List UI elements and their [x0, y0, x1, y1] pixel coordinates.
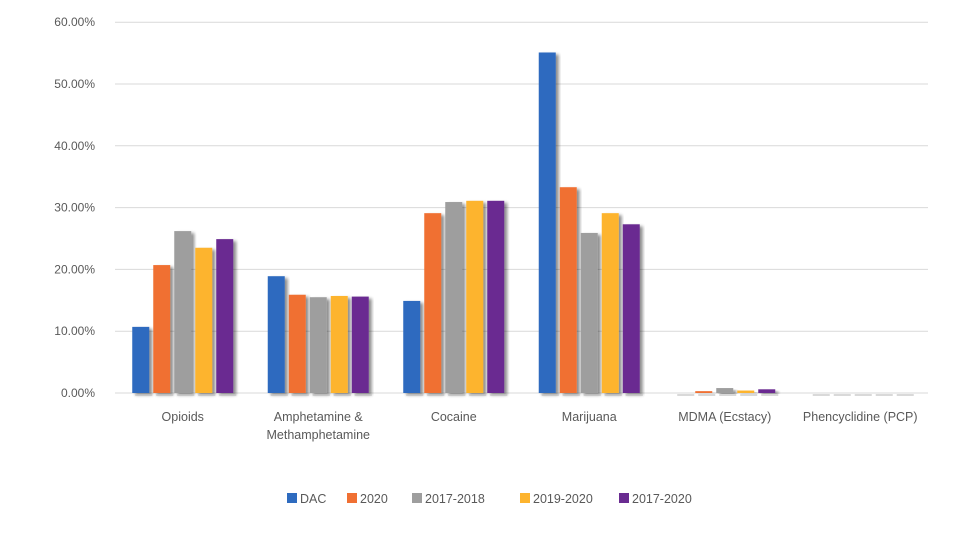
legend-item: 2019-2020 — [520, 492, 593, 506]
bar-baseline-shadow — [719, 394, 737, 396]
bars — [132, 52, 914, 396]
legend-item: 2017-2018 — [412, 492, 485, 506]
bar-baseline-shadow — [135, 394, 153, 396]
x-category-label: Opioids — [162, 410, 204, 424]
y-tick-label: 0.00% — [61, 386, 95, 400]
bar-baseline-shadow — [604, 394, 622, 396]
y-tick-label: 30.00% — [54, 201, 95, 215]
legend-item: 2020 — [347, 492, 388, 506]
bar-baseline-shadow — [875, 394, 893, 396]
bar-baseline-shadow — [761, 394, 779, 396]
legend-label: 2020 — [360, 492, 388, 506]
bar-2017-2018-1 — [309, 297, 327, 393]
legend-swatch — [347, 493, 357, 503]
bar-2020-2 — [424, 213, 442, 393]
bar-dac-3 — [538, 52, 556, 394]
bar-2019-2020-3 — [601, 213, 619, 393]
legend-swatch — [412, 493, 422, 503]
bar-2017-2018-0 — [174, 231, 192, 393]
bar-2017-2020-0 — [216, 239, 234, 393]
legend-label: 2017-2020 — [632, 492, 692, 506]
bar-2017-2020-4 — [758, 389, 776, 393]
bar-baseline-shadow — [198, 394, 216, 396]
bar-baseline-shadow — [333, 394, 351, 396]
bar-baseline-shadow — [833, 394, 851, 396]
bar-2020-0 — [153, 265, 171, 393]
x-category-label: Methamphetamine — [266, 428, 370, 442]
x-category-label: Amphetamine & — [274, 410, 364, 424]
bar-baseline-shadow — [677, 394, 695, 396]
legend-label: 2017-2018 — [425, 492, 485, 506]
bar-2019-2020-2 — [466, 200, 484, 393]
bar-2017-2018-3 — [580, 232, 598, 393]
legend-swatch — [287, 493, 297, 503]
bar-baseline-shadow — [698, 394, 716, 396]
bar-baseline-shadow — [270, 394, 288, 396]
x-category-label: Cocaine — [431, 410, 477, 424]
x-axis-categories: Opioids Amphetamine & Methamphetamine Cocai… — [162, 410, 918, 442]
bar-baseline-shadow — [854, 394, 872, 396]
legend-item: DAC — [287, 492, 326, 506]
y-tick-label: 50.00% — [54, 77, 95, 91]
bar-baseline-shadow — [354, 394, 372, 396]
bar-2020-3 — [559, 187, 577, 393]
legend-swatch — [520, 493, 530, 503]
bar-dac-0 — [132, 326, 150, 393]
bar-baseline-shadow — [490, 394, 508, 396]
legend-label: 2019-2020 — [533, 492, 593, 506]
bar-baseline-shadow — [469, 394, 487, 396]
y-tick-label: 60.00% — [54, 15, 95, 29]
bar-baseline-shadow — [312, 394, 330, 396]
bar-2017-2018-4 — [716, 388, 734, 393]
legend-swatch — [619, 493, 629, 503]
legend: DAC 2020 2017-2018 2019-2020 2017-2020 — [287, 492, 692, 506]
bar-2019-2020-1 — [330, 295, 348, 393]
bar-baseline-shadow — [562, 394, 580, 396]
gridlines — [115, 21, 928, 394]
bar-baseline-shadow — [219, 394, 237, 396]
x-category-label: Marijuana — [562, 410, 617, 424]
bar-baseline-shadow — [448, 394, 466, 396]
bar-2019-2020-0 — [195, 247, 213, 393]
bar-2017-2018-2 — [445, 202, 463, 393]
bar-2017-2020-3 — [622, 224, 640, 393]
bar-baseline-shadow — [625, 394, 643, 396]
x-category-label: MDMA (Ecstacy) — [678, 410, 771, 424]
bar-2017-2020-2 — [487, 200, 505, 393]
y-tick-label: 10.00% — [54, 324, 95, 338]
y-tick-label: 20.00% — [54, 262, 95, 276]
bar-baseline-shadow — [812, 394, 830, 396]
bar-baseline-shadow — [291, 394, 309, 396]
bar-baseline-shadow — [541, 394, 559, 396]
bar-baseline-shadow — [406, 394, 424, 396]
bar-baseline-shadow — [896, 394, 914, 396]
legend-item: 2017-2020 — [619, 492, 692, 506]
bar-baseline-shadow — [427, 394, 445, 396]
bar-2019-2020-4 — [737, 390, 755, 393]
bar-2020-1 — [288, 294, 306, 393]
bar-dac-1 — [267, 276, 285, 393]
bar-2020-4 — [695, 391, 713, 393]
bar-dac-2 — [403, 300, 421, 393]
bar-baseline-shadow — [740, 394, 758, 396]
y-tick-label: 40.00% — [54, 139, 95, 153]
legend-label: DAC — [300, 492, 326, 506]
x-category-label: Phencyclidine (PCP) — [803, 410, 918, 424]
bar-baseline-shadow — [156, 394, 174, 396]
y-axis-ticks: 0.00% 10.00% 20.00% 30.00% 40.00% 50.00% 60.00… — [54, 15, 95, 400]
bar-baseline-shadow — [177, 394, 195, 396]
bar-2017-2020-1 — [351, 296, 369, 393]
bar-baseline-shadow — [583, 394, 601, 396]
